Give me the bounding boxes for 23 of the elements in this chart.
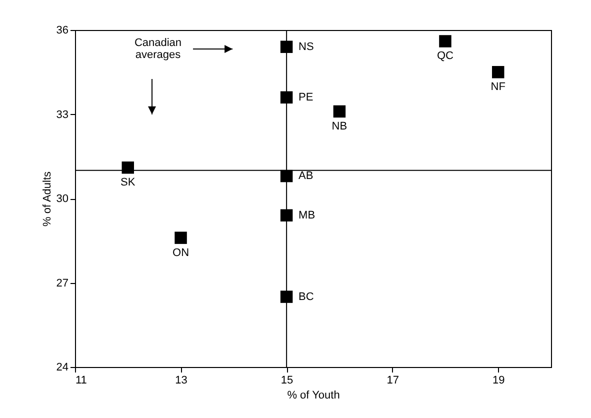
annotation: NF bbox=[490, 81, 506, 94]
annotation: PE bbox=[298, 91, 314, 104]
annotation: NB bbox=[332, 120, 348, 132]
annotation: SK bbox=[120, 176, 136, 189]
x-tick-label: 13 bbox=[175, 374, 188, 386]
y-tick-label: 36 bbox=[56, 24, 68, 36]
y-tick-label: 27 bbox=[56, 277, 68, 290]
x-tick-label: 17 bbox=[386, 374, 399, 386]
y-tick-label: 24 bbox=[56, 362, 68, 374]
annotation: AB bbox=[298, 170, 314, 182]
annotation: ON bbox=[172, 246, 190, 259]
annotation: BC bbox=[298, 290, 314, 303]
annotation: QC bbox=[436, 50, 454, 62]
x-tick-label: 15 bbox=[280, 374, 294, 386]
annotation: NS bbox=[298, 40, 314, 53]
y-tick-label: 33 bbox=[56, 108, 68, 121]
annotation: Canadian averages bbox=[134, 37, 182, 61]
x-axis-title: % of Youth bbox=[287, 390, 340, 402]
x-tick-label: 19 bbox=[492, 374, 505, 386]
y-tick-label: 30 bbox=[56, 193, 68, 205]
y-axis-title: % of Adults bbox=[41, 170, 54, 227]
annotation: MB bbox=[298, 209, 316, 222]
x-tick-label: 11 bbox=[76, 374, 87, 386]
